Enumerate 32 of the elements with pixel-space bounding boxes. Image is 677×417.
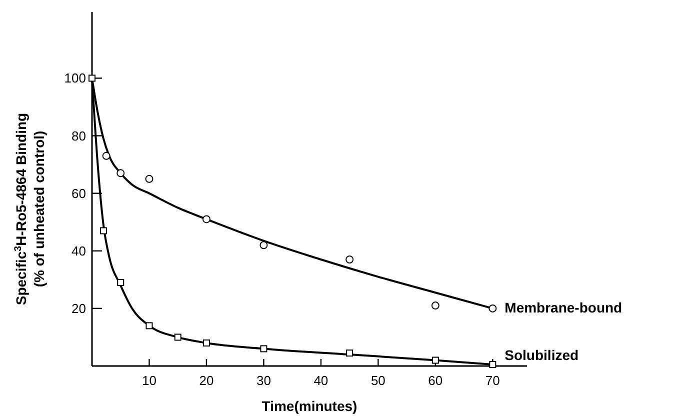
series-label: Membrane-bound — [504, 299, 622, 316]
x-tick-label: 40 — [314, 373, 328, 388]
point — [100, 227, 107, 234]
point — [116, 169, 125, 178]
point — [488, 304, 497, 312]
point — [102, 152, 110, 160]
x-tick-label: 20 — [199, 373, 214, 388]
point — [346, 256, 354, 264]
y-tick-label: 80 — [72, 128, 86, 144]
series-label: Solubilized — [504, 347, 579, 363]
point — [117, 279, 124, 286]
point — [202, 215, 210, 224]
x-axis-title: Time(minutes) — [262, 398, 358, 414]
point — [174, 334, 182, 341]
y-tick-label: 60 — [72, 186, 86, 201]
y-tick-label: 100 — [64, 70, 86, 86]
point — [260, 345, 268, 352]
point — [202, 339, 210, 346]
x-tick-label: 50 — [370, 373, 386, 388]
x-tick-label: 60 — [428, 373, 443, 388]
x-tick-label: 30 — [256, 373, 271, 388]
point — [431, 302, 440, 310]
point — [432, 356, 439, 364]
y-tick-label: 20 — [72, 300, 86, 316]
point — [260, 241, 268, 250]
point — [145, 174, 154, 183]
x-tick-label: 10 — [142, 373, 156, 388]
point — [146, 322, 153, 330]
x-tick-label: 70 — [485, 373, 500, 388]
point — [88, 74, 96, 82]
y-tick-label: 40 — [72, 243, 86, 258]
point — [346, 350, 354, 357]
